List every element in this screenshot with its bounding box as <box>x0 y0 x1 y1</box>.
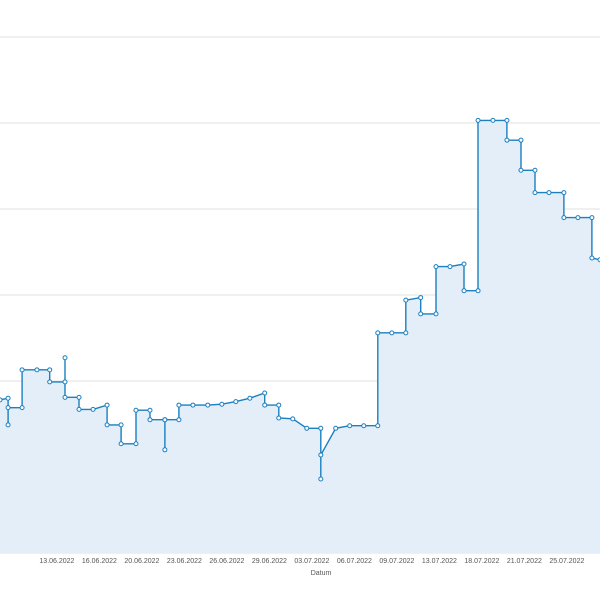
point <box>133 407 139 413</box>
point <box>62 379 68 385</box>
point <box>361 423 367 429</box>
point <box>0 397 3 403</box>
point <box>475 288 481 294</box>
point <box>104 402 110 408</box>
point <box>162 447 168 453</box>
area <box>0 120 600 554</box>
point <box>62 355 68 361</box>
point <box>162 417 168 423</box>
point <box>34 367 40 373</box>
point <box>575 215 581 221</box>
point <box>318 476 324 482</box>
point <box>504 117 510 123</box>
x-tick-label: 25.07.2022 <box>549 558 584 565</box>
x-tick-label: 18.07.2022 <box>464 558 499 565</box>
point <box>76 406 82 412</box>
point <box>518 137 524 143</box>
point <box>532 190 538 196</box>
point <box>5 405 11 411</box>
x-tick-label: 13.07.2022 <box>422 558 457 565</box>
point <box>5 395 11 401</box>
point <box>233 399 239 405</box>
point <box>403 330 409 336</box>
point <box>347 423 353 429</box>
x-tick-label: 13.06.2022 <box>39 558 74 565</box>
point <box>546 190 552 196</box>
point <box>433 311 439 317</box>
point <box>118 441 124 447</box>
point <box>47 379 53 385</box>
point <box>532 167 538 173</box>
point <box>190 402 196 408</box>
point <box>205 402 211 408</box>
point <box>318 452 324 458</box>
point <box>375 423 381 429</box>
point <box>133 441 139 447</box>
x-tick-label: 16.06.2022 <box>82 558 117 565</box>
x-tick-label: 26.06.2022 <box>209 558 244 565</box>
x-axis-title: Datum <box>311 570 332 577</box>
x-tick-label: 23.06.2022 <box>167 558 202 565</box>
point <box>504 137 510 143</box>
point <box>19 405 25 411</box>
point <box>333 425 339 431</box>
x-tick-label: 09.07.2022 <box>379 558 414 565</box>
point <box>433 264 439 270</box>
point <box>375 330 381 336</box>
point <box>5 422 11 428</box>
point <box>76 394 82 400</box>
point <box>47 367 53 373</box>
point <box>589 255 595 261</box>
point <box>447 264 453 270</box>
x-tick-label: 29.06.2022 <box>252 558 287 565</box>
point <box>62 394 68 400</box>
point <box>561 190 567 196</box>
point <box>318 425 324 431</box>
x-tick-label: 06.07.2022 <box>337 558 372 565</box>
point <box>118 422 124 428</box>
point <box>90 406 96 412</box>
point <box>276 415 282 421</box>
point <box>176 417 182 423</box>
point <box>389 330 395 336</box>
point <box>147 417 153 423</box>
point <box>262 390 268 396</box>
point <box>403 297 409 303</box>
point <box>461 261 467 267</box>
point <box>176 402 182 408</box>
point <box>561 215 567 221</box>
x-tick-label: 21.07.2022 <box>507 558 542 565</box>
point <box>490 117 496 123</box>
point <box>290 416 296 422</box>
point <box>304 425 310 431</box>
point <box>104 422 110 428</box>
point <box>247 395 253 401</box>
point <box>262 402 268 408</box>
point <box>418 311 424 317</box>
point <box>219 401 225 407</box>
point <box>147 407 153 413</box>
point <box>461 288 467 294</box>
point <box>518 167 524 173</box>
x-tick-label: 20.06.2022 <box>124 558 159 565</box>
point <box>19 367 25 373</box>
x-tick-label: 03.07.2022 <box>294 558 329 565</box>
point <box>589 215 595 221</box>
point <box>475 117 481 123</box>
point <box>276 402 282 408</box>
point <box>418 295 424 301</box>
